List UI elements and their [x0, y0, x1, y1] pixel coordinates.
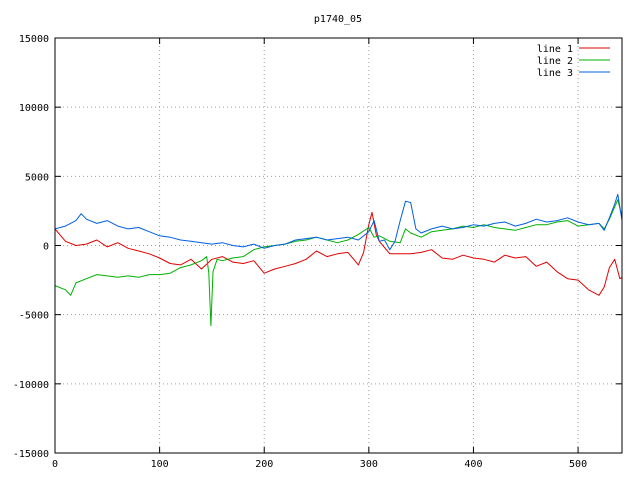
legend-label-2: line 2	[537, 56, 573, 67]
y-tick-label: 0	[43, 242, 49, 253]
legend-label-1: line 1	[537, 44, 573, 55]
y-tick-label: 15000	[19, 34, 49, 45]
x-tick-label: 100	[151, 459, 169, 470]
chart-title: p1740_05	[314, 14, 362, 25]
series-line-3	[54, 193, 623, 251]
x-tick-label: 300	[360, 459, 378, 470]
x-tick-label: 0	[52, 459, 58, 470]
x-tick-label: 400	[464, 459, 482, 470]
y-tick-label: 10000	[19, 103, 49, 114]
legend-label-3: line 3	[537, 68, 573, 79]
grid	[55, 38, 622, 453]
series-line-1	[54, 211, 623, 296]
x-tick-label: 500	[569, 459, 587, 470]
y-tick-label: -15000	[13, 449, 49, 460]
series-group	[54, 193, 623, 327]
plot-frame	[54, 37, 623, 454]
series-line-2	[54, 199, 623, 327]
x-tick-label: 200	[255, 459, 273, 470]
y-tick-label: -10000	[13, 380, 49, 391]
y-tick-label: 5000	[25, 172, 49, 183]
y-tick-label: -5000	[19, 311, 49, 322]
axis-ticks: 0 100 200 300 400 500 -15000 -10000 -5000 0 5000 10…	[13, 34, 622, 470]
